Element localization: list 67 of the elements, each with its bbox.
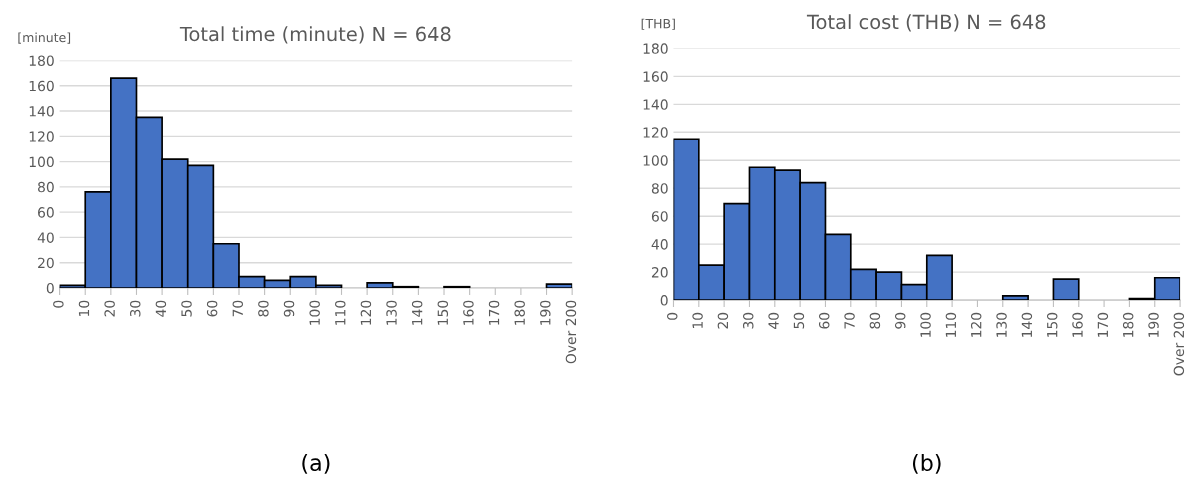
x-tick-label: 190	[540, 300, 551, 325]
y-tick-label: 120	[643, 127, 668, 138]
x-tick-label: 60	[206, 300, 218, 317]
y-tick-label: 100	[643, 155, 668, 166]
y-tick-label: 80	[38, 181, 54, 193]
x-tick-label: 40	[768, 312, 779, 329]
x-tick-label: 80	[258, 300, 269, 317]
x-tick-label: 90	[283, 300, 295, 317]
x-tick-label: 40	[155, 300, 167, 317]
x-tick-label: 100	[920, 312, 931, 337]
chart-title: Total cost (THB) N = 648	[806, 14, 1046, 32]
y-tick-label: 60	[38, 207, 54, 218]
x-tick-label: 80	[869, 312, 881, 329]
x-tick-label: 160	[1072, 312, 1083, 337]
x-tick-label: 170	[488, 300, 500, 325]
text: (b)	[912, 453, 941, 474]
y-tick-label: 160	[29, 80, 54, 92]
x-tick-label: 150	[437, 300, 449, 325]
y-tick-label: 40	[651, 239, 668, 250]
x-tick-label: 140	[1021, 312, 1033, 337]
x-tick-label: 50	[181, 300, 192, 317]
chart-title: Total time (minute) N = 648	[179, 26, 451, 44]
x-tick-label: 100	[309, 300, 320, 325]
x-tick-label: 110	[945, 312, 957, 337]
y-tick-label: 120	[29, 131, 54, 142]
y-tick-label: 100	[29, 156, 54, 168]
x-tick-label: 180	[514, 300, 525, 325]
y-tick-label: 60	[651, 211, 668, 222]
x-tick-label: 160	[463, 300, 474, 325]
x-tick-label: 170	[1097, 312, 1109, 337]
x-tick-label: 70	[844, 312, 855, 329]
x-tick-label: 50	[793, 312, 805, 329]
x-tick-label: 20	[104, 300, 115, 317]
x-tick-label: 90	[894, 312, 906, 329]
y-tick-label: 180	[643, 43, 668, 54]
y-tick-label: 160	[643, 71, 668, 82]
x-tick-label: 130	[996, 312, 1007, 337]
x-tick-label: 60	[818, 312, 830, 329]
x-tick-label: 0	[53, 300, 64, 308]
x-tick-label: 20	[717, 312, 729, 329]
y-tick-label: 140	[643, 99, 668, 110]
x-tick-label: Over 200	[1173, 312, 1185, 376]
x-tick-label: 150	[1046, 312, 1058, 337]
x-tick-label: Over 200	[565, 300, 577, 364]
x-tick-label: 190	[1148, 312, 1159, 337]
y-tick-label: 0	[46, 282, 54, 294]
x-tick-label: 10	[78, 300, 90, 316]
x-tick-label: 180	[1122, 312, 1134, 337]
x-tick-label: 110	[335, 300, 346, 325]
x-tick-label: 0	[667, 312, 678, 320]
x-tick-label: 10	[692, 312, 703, 329]
x-tick-label: 30	[742, 312, 754, 329]
y-tick-label: 80	[651, 183, 668, 194]
x-tick-label: 120	[970, 312, 982, 337]
text: (a)	[302, 453, 330, 474]
x-tick-label: 120	[360, 300, 372, 325]
x-tick-label: 30	[130, 300, 141, 317]
x-tick-label: 130	[386, 300, 397, 325]
y-tick-label: 40	[37, 232, 54, 243]
y-axis-title: [THB]	[641, 18, 675, 30]
y-axis-title: [minute]	[18, 32, 71, 44]
y-tick-label: 140	[29, 106, 54, 117]
y-tick-label: 20	[651, 267, 668, 278]
y-tick-label: 20	[38, 257, 54, 269]
x-tick-label: 140	[411, 300, 423, 325]
y-tick-label: 180	[29, 55, 54, 66]
x-tick-label: 70	[232, 300, 244, 317]
